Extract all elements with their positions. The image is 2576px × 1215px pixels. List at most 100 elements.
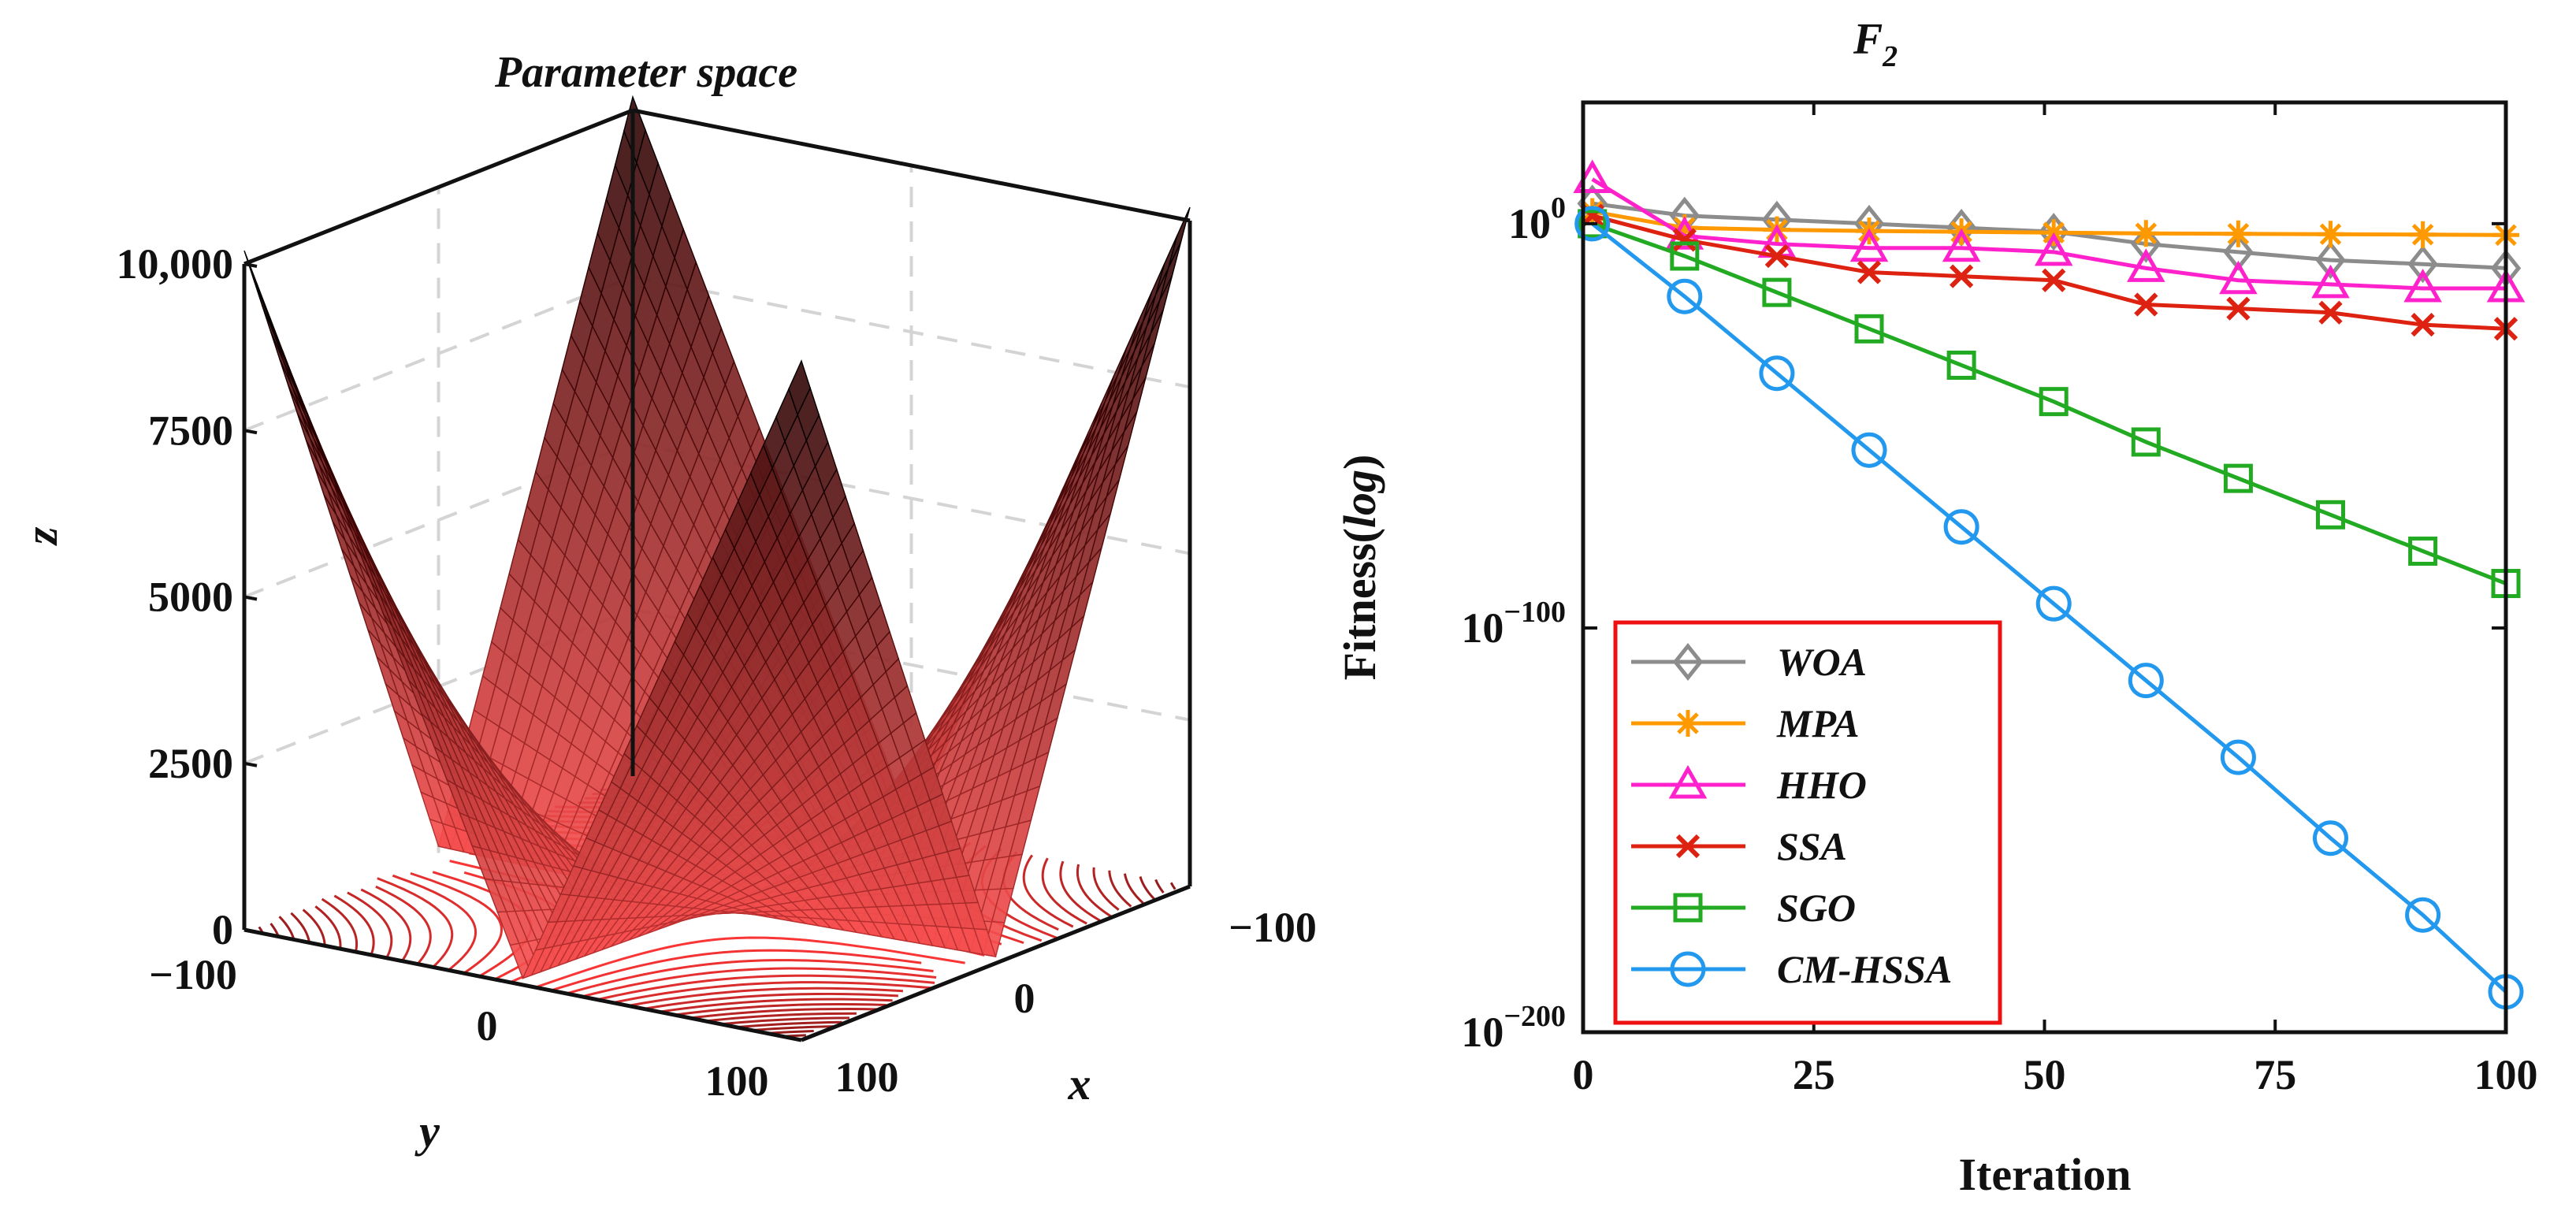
legend-marker (1670, 951, 1706, 987)
chart-title: F2 (1853, 15, 1898, 73)
series-marker-sgo (2039, 387, 2069, 417)
series-marker-cm-hssa (2128, 663, 2164, 699)
series-marker-ssa (2318, 300, 2343, 325)
surface-title: Parameter space (494, 48, 797, 97)
y-tick-exponent: −100 (1504, 596, 1566, 629)
legend-label: SSA (1777, 824, 1847, 868)
z-tick-label: 7500 (148, 407, 233, 454)
contour-line (1169, 882, 1176, 890)
contour-line (321, 897, 359, 953)
x-tick-label: 50 (2024, 1051, 2066, 1098)
series-marker-sgo (2316, 500, 2346, 529)
legend-marker (1675, 834, 1701, 859)
series-marker-ssa (2226, 296, 2251, 321)
y-tick-base: 10 (1508, 200, 1551, 247)
series-marker-cm-hssa (1943, 509, 1979, 545)
contour-line (1108, 870, 1132, 908)
mesh-cell (788, 359, 811, 417)
contour-line (643, 992, 898, 1010)
box-edge (243, 927, 802, 1042)
z-tick-mark (243, 262, 258, 268)
x-axis-ticks: −100 0 100 (835, 904, 1317, 1101)
legend-label: WOA (1777, 640, 1867, 684)
legend-marker (1668, 764, 1708, 799)
legend-label: HHO (1776, 763, 1867, 807)
legend-marker-stroke (1677, 712, 1699, 734)
legend-item-ssa: SSA (1631, 824, 1847, 868)
contour-line (314, 905, 342, 949)
y-tick-exponent: −200 (1504, 1000, 1566, 1033)
legend-marker (1673, 893, 1703, 923)
contour-line (333, 894, 375, 956)
box-edge (801, 884, 1191, 1042)
legend-item-woa: WOA (1631, 640, 1867, 684)
series-marker-woa (2131, 225, 2162, 263)
series-marker-hho (2034, 232, 2073, 266)
legend-label: SGO (1777, 886, 1856, 930)
chart-title-main: F (1853, 15, 1883, 64)
contour-line (612, 981, 931, 1005)
contour-line (377, 877, 454, 968)
series-marker-ssa-stroke (2318, 300, 2343, 325)
series-marker-cm-hssa (2405, 897, 2441, 933)
series-line-sgo (1591, 221, 2507, 585)
surface-box (242, 108, 1192, 1042)
series-marker-mpa (2225, 220, 2252, 247)
series-marker-woa (2315, 241, 2346, 280)
series-marker-hho (2127, 248, 2165, 282)
contour-line (1076, 864, 1113, 919)
legend-marker (1672, 642, 1704, 682)
contour-line (278, 916, 296, 940)
z-tick-mark (243, 928, 258, 934)
x-axis-label: x (1068, 1058, 1091, 1109)
contour-line (736, 1020, 842, 1029)
contour-line (550, 949, 922, 992)
series-marker-cm-hssa (1667, 278, 1703, 314)
z-tick-label: 5000 (148, 574, 233, 621)
series-marker-sgo (2131, 427, 2161, 457)
contour-line (705, 1012, 857, 1023)
contour-line (375, 885, 432, 965)
surface-mesh (243, 95, 1191, 979)
series-marker-mpa-stroke (2319, 223, 2342, 246)
series-marker-ssa-stroke (1857, 260, 1882, 284)
z-tick-mark (243, 761, 258, 767)
contour-line (535, 936, 965, 989)
series-marker-ssa-stroke (1764, 243, 1790, 269)
series-marker-ssa (1949, 264, 1974, 288)
contour-line (674, 1002, 887, 1016)
contour-line (627, 986, 904, 1007)
contour-line (751, 1025, 835, 1032)
contour-line (597, 974, 935, 1001)
y-axis-label-close: ) (1334, 455, 1385, 470)
series-marker-ssa (1857, 260, 1882, 284)
y-tick-exponent: 0 (1551, 191, 1566, 225)
contour-line (1041, 857, 1087, 925)
contour-line (1092, 867, 1120, 911)
contour-line (347, 891, 393, 959)
x-tick-label: 100 (835, 1053, 899, 1101)
y-tick-label: 100 (1508, 191, 1566, 247)
x-tick-label: 0 (1573, 1051, 1594, 1098)
legend-item-hho: HHO (1631, 763, 1867, 807)
series-marker-cm-hssa (2313, 820, 2349, 856)
series-marker-cm-hssa (1574, 206, 1611, 242)
contour-line (690, 1008, 879, 1020)
box-edge (243, 108, 634, 266)
legend-item-cm-hssa: CM-HSSA (1631, 947, 1952, 991)
series-marker-cm-hssa (2220, 739, 2256, 775)
series-marker-hho (1849, 228, 1889, 262)
y-tick-label: 10−200 (1461, 1000, 1566, 1056)
x-axis-label: Iteration (1958, 1149, 2131, 1200)
series-marker-ssa-stroke (2134, 292, 2158, 317)
x-tick-label: −100 (1229, 904, 1317, 951)
series-marker-ssa (2134, 292, 2158, 317)
chart-title-subscript: 2 (1882, 40, 1898, 73)
series-marker-sgo (1578, 209, 1608, 239)
y-axis-ticks: −100 0 100 (149, 951, 768, 1105)
y-tick-base: 10 (1461, 604, 1504, 652)
y-tick-base: 10 (1461, 1009, 1504, 1056)
contour-line (360, 888, 412, 962)
